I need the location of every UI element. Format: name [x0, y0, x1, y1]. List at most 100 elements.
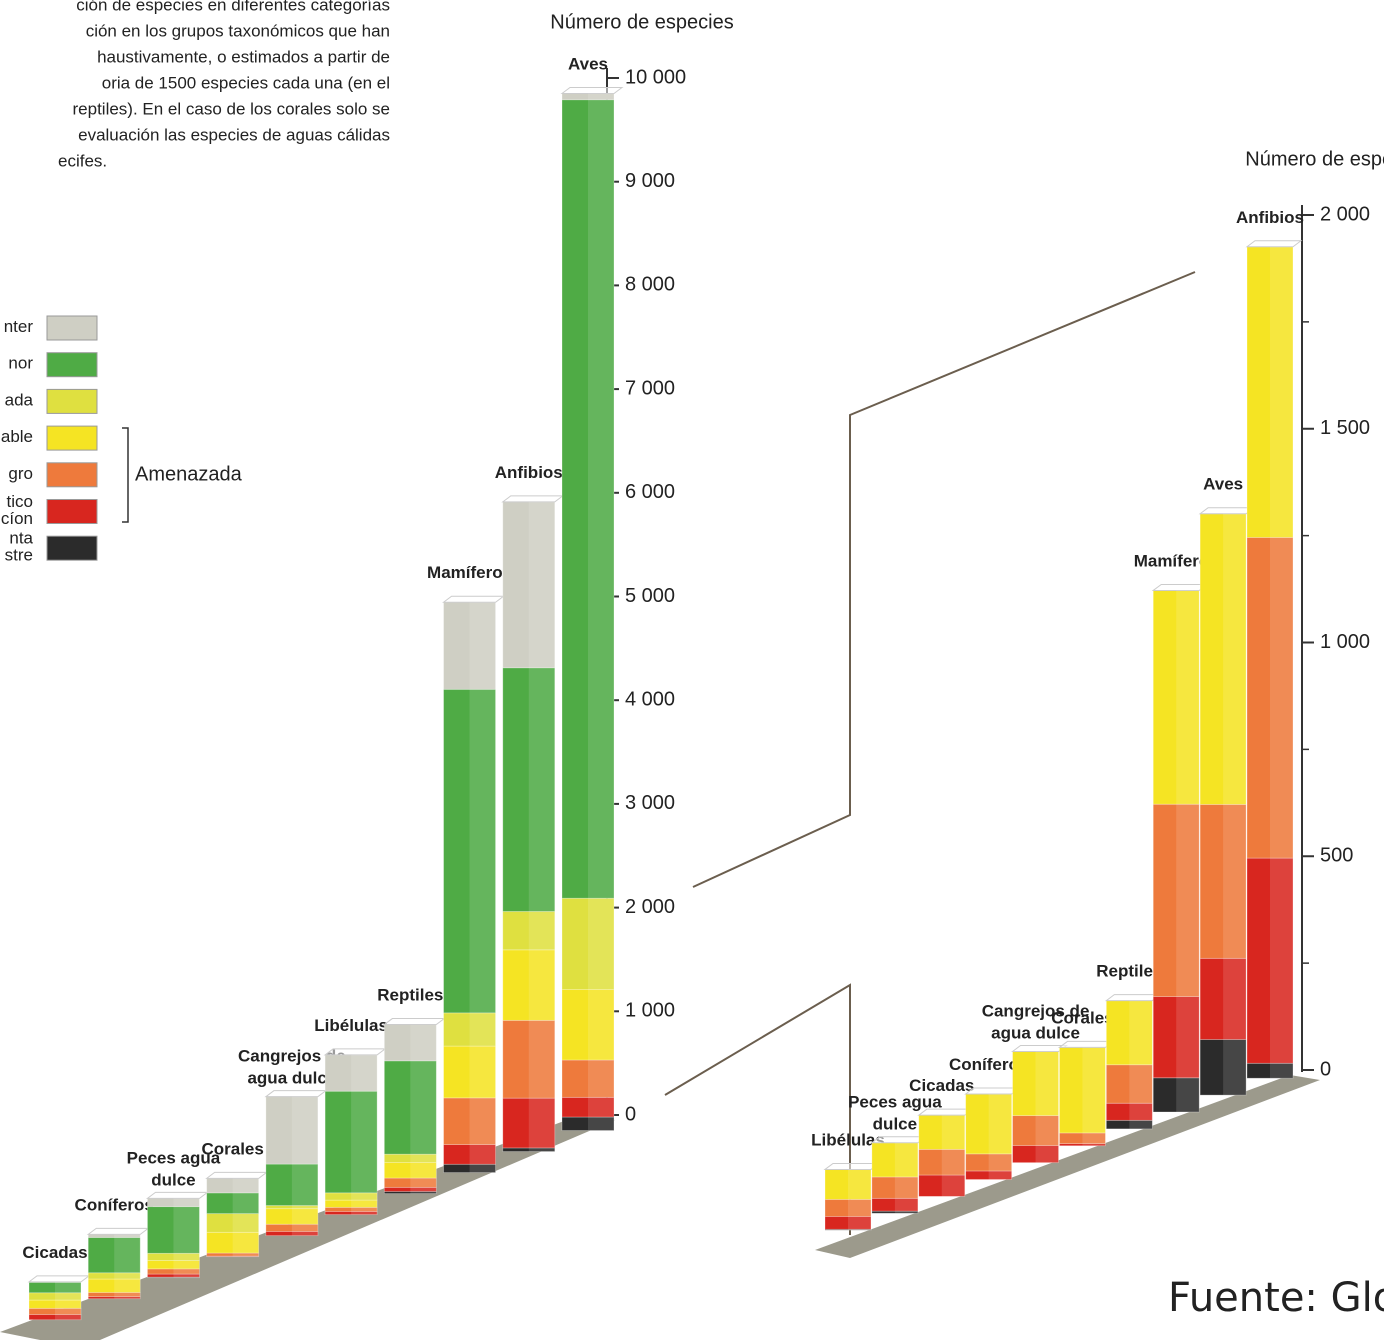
bar-segment [383, 1060, 437, 1155]
bar-segment [1105, 1064, 1153, 1104]
bar-segment [1199, 804, 1247, 959]
bar-segment [1152, 590, 1200, 805]
intro-line: evaluación las especies de aguas cálidas [78, 125, 390, 144]
bar-top [382, 1018, 446, 1026]
bar-top [823, 1162, 881, 1170]
label: Reptiles [377, 986, 443, 1005]
bar-segment [443, 688, 496, 1014]
bar-top [205, 1171, 269, 1179]
bar-segment [824, 1228, 872, 1231]
source: Fuente: Global [1168, 1275, 1384, 1321]
bar-segment [561, 99, 615, 899]
bar-top [86, 1227, 150, 1235]
bar-segment [443, 601, 496, 690]
intro-line: ción de especies en diferentes categoría… [76, 0, 390, 14]
bar-top [27, 1275, 91, 1283]
legend-label: nta stre [5, 529, 34, 565]
y-tick-label: 2 000 [1320, 203, 1370, 225]
bar-side [1223, 513, 1247, 1096]
bar-segment [1199, 513, 1247, 805]
label: Mamíferos [427, 564, 512, 583]
bar-side [988, 1094, 1012, 1180]
label: Corales [201, 1140, 263, 1159]
bar-side [1270, 246, 1293, 1079]
legend-swatch [46, 462, 98, 488]
y-tick-label: 1 500 [1320, 417, 1370, 439]
bar-side [1176, 590, 1200, 1112]
bar-segment [265, 1096, 319, 1165]
bar-top [1245, 240, 1303, 248]
y-tick-label: 4 000 [625, 688, 675, 710]
bar-side [528, 501, 555, 1152]
legend-bracket [122, 427, 129, 523]
bar-top [323, 1048, 387, 1056]
bar-segment [265, 1208, 319, 1225]
bar-side [173, 1198, 200, 1278]
bar-side [232, 1178, 259, 1257]
label: Coníferos [75, 1196, 154, 1215]
y-tick-label: 2 000 [625, 896, 675, 918]
legend-label: able [1, 428, 33, 447]
y-axis-title: Número de especies [550, 11, 733, 33]
y-tick-label: 1 000 [625, 1000, 675, 1022]
y-tick-label: 0 [1320, 1058, 1331, 1080]
y-tick-label: 10 000 [625, 66, 686, 88]
bar-segment [502, 501, 556, 669]
bar-segment [871, 1142, 919, 1178]
bar-segment [502, 667, 556, 912]
bar-segment [443, 1045, 496, 1099]
label: Libélulas [811, 1131, 885, 1150]
bar-top [501, 495, 565, 503]
bar-top [1151, 583, 1209, 591]
intro-line: ecifes. [58, 151, 107, 170]
bar-segment [502, 911, 556, 951]
bracket-label: Amenazada [135, 463, 243, 485]
bar-segment [561, 1059, 615, 1098]
legend-label: nor [8, 354, 33, 373]
label: Coníferos [949, 1056, 1028, 1075]
ground [815, 1075, 1320, 1258]
y-tick-label: 500 [1320, 845, 1353, 867]
legend-swatch [46, 499, 98, 524]
zoom-connector [664, 983, 851, 1235]
y-axis-title: Número de especies [1245, 148, 1384, 170]
bar-side [1129, 1000, 1153, 1129]
bar-side [55, 1281, 81, 1320]
bar-segment [561, 897, 615, 990]
label: Reptiles [1096, 962, 1162, 981]
y-tick-label: 8 000 [625, 274, 675, 296]
intro-line: reptiles). En el caso de los corales sol… [73, 99, 391, 118]
bar-top [264, 1090, 328, 1098]
bar-top [917, 1108, 975, 1116]
bar-segment [1012, 1051, 1059, 1117]
bar-side [291, 1096, 318, 1236]
bar-side [114, 1234, 141, 1299]
bar-segment [918, 1114, 966, 1150]
bar-side [941, 1115, 965, 1197]
label: Aves [1203, 475, 1243, 494]
bar-segment [1246, 246, 1294, 538]
bar-segment [561, 989, 615, 1061]
bar-top [145, 1191, 209, 1199]
label: Cicadas [22, 1243, 87, 1262]
label: Cangrejos de agua dulce [238, 1047, 346, 1088]
bar-side [1035, 1051, 1059, 1163]
bar-segment [383, 1191, 437, 1194]
bar-side [894, 1142, 918, 1214]
legend-label: tico cíon [1, 492, 33, 528]
bar-top [870, 1136, 928, 1144]
label: Cangrejos de agua dulce [982, 1002, 1090, 1043]
bar-segment [1012, 1115, 1059, 1146]
bar-side [848, 1169, 871, 1231]
y-tick-label: 7 000 [625, 377, 675, 399]
y-tick-label: 0 [625, 1103, 636, 1125]
legend-swatch [46, 315, 98, 341]
bar-top [1011, 1044, 1069, 1052]
label: Anfibios [1236, 208, 1304, 227]
bar-top [560, 87, 624, 95]
bar-segment [87, 1292, 141, 1298]
bar-top [442, 595, 506, 603]
bar-segment [443, 1012, 496, 1047]
bar-segment [1199, 957, 1247, 1040]
